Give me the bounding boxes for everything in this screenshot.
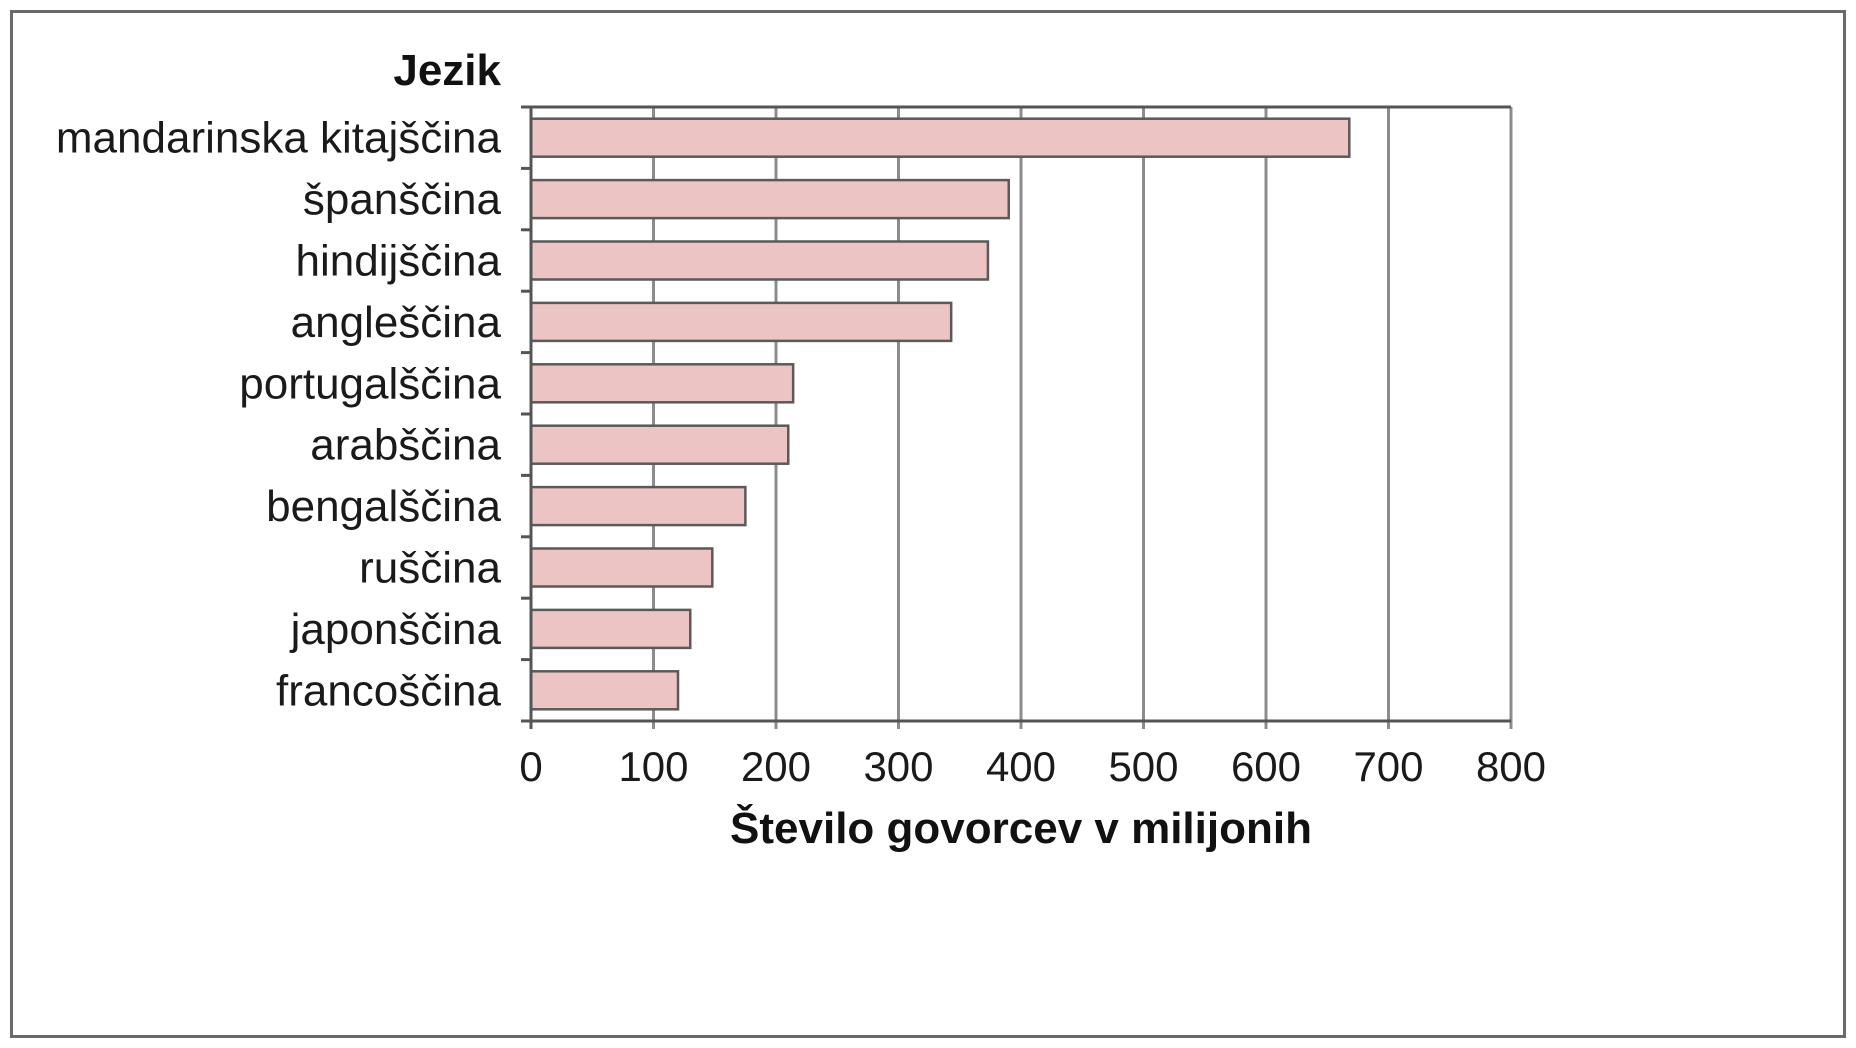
axes [521,105,1511,729]
bar [529,608,692,650]
bar [529,424,790,465]
y-axis-title: Jezik [393,46,501,95]
category-label: ruščina [359,544,501,593]
bar [529,547,714,588]
category-label: angleščina [291,298,502,347]
bar [529,178,1010,220]
x-tick-label: 100 [618,743,688,790]
category-label: portugalščina [239,359,501,408]
category-label: japonščina [289,605,502,654]
x-tick-label: 800 [1476,743,1546,790]
x-tick-label: 300 [863,743,933,790]
bar [529,240,990,281]
bar [529,670,680,711]
category-label: francoščina [276,666,502,715]
category-label: arabščina [310,421,501,470]
x-tick-label: 500 [1108,743,1178,790]
bar [529,485,747,527]
bar [529,117,1351,158]
category-label: hindijščina [296,237,502,286]
x-tick-label: 400 [986,743,1056,790]
bar-chart: mandarinska kitajščina španščina hindijšči… [56,46,1546,853]
chart-frame: mandarinska kitajščina španščina hindijšči… [10,10,1846,1038]
x-tick-label: 600 [1231,743,1301,790]
x-tick-label: 0 [519,743,542,790]
category-label: mandarinska kitajščina [56,114,502,163]
x-axis-title: Število govorcev v milijonih [730,802,1312,853]
category-labels: mandarinska kitajščina španščina hindijšči… [56,114,502,716]
x-tick-label: 200 [741,743,811,790]
category-label: bengalščina [266,482,501,531]
bar [529,363,795,404]
x-tick-label: 700 [1353,743,1423,790]
x-tick-labels: 0 100 200 300 400 500 600 700 800 [519,743,1546,790]
bar [529,301,953,343]
category-label: španščina [303,175,502,224]
